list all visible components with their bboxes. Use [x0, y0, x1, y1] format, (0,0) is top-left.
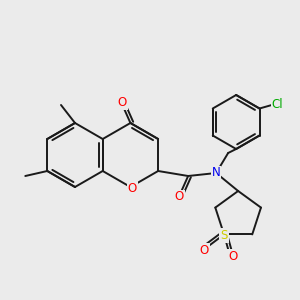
Text: O: O [228, 250, 238, 263]
Text: S: S [220, 229, 228, 242]
Text: O: O [200, 244, 209, 257]
Text: O: O [128, 182, 137, 194]
Text: N: N [212, 167, 220, 179]
Text: O: O [175, 190, 184, 203]
Text: Cl: Cl [272, 98, 283, 111]
Text: O: O [118, 97, 127, 110]
